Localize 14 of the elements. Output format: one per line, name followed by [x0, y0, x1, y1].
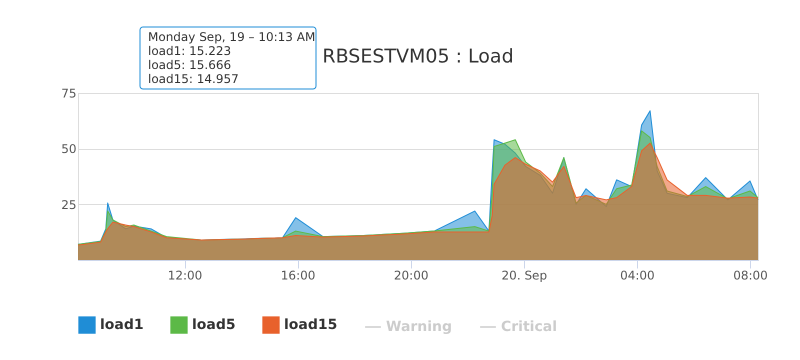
x-tick-label: 16:00: [280, 268, 316, 282]
chart-title: RBSESTVM05 : Load: [322, 46, 514, 68]
text: Monday Sep, 19 – 10:13 AM load1: 15.223 load5: 15.666 load15: 14.957: [148, 30, 316, 86]
x-tick-label: 20. Sep: [502, 268, 548, 282]
y-tick-label: 75: [61, 86, 76, 100]
legend-label: load15: [284, 317, 338, 334]
x-tick-label: 08:00: [733, 268, 768, 282]
legend-label: load5: [192, 317, 236, 334]
y-tick-label: 25: [61, 198, 76, 212]
x-tick-label: 20:00: [394, 268, 428, 282]
legend-label: load1: [100, 317, 144, 334]
y-tick-label: 50: [61, 142, 76, 156]
x-tick-label: 12:00: [168, 268, 202, 282]
x-tick-label: 04:00: [620, 268, 655, 282]
